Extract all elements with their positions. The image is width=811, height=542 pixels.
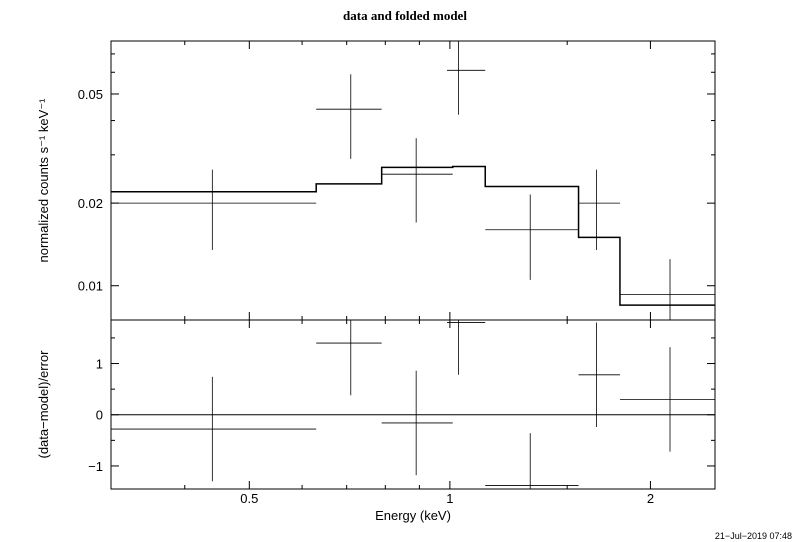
bottom-panel: −1 0 1 (data−model)/error 0.5 1 2: [36, 319, 716, 506]
x-tick-label: 0.5: [240, 491, 258, 506]
bottom-data-point: [381, 370, 453, 476]
bottom-y-axis-label: (data−model)/error: [36, 350, 51, 459]
model-histogram: [111, 165, 715, 306]
top-plot-frame: [110, 40, 716, 321]
top-data-point: [111, 169, 317, 250]
chart-title: data and folded model: [343, 8, 467, 23]
top-y-tick-label: 0.02: [78, 196, 103, 211]
bottom-y-tick-label: 0: [96, 408, 103, 423]
top-y-axis-label: normalized counts s⁻¹ keV⁻¹: [36, 98, 51, 263]
bottom-data-point: [316, 320, 382, 396]
bottom-y-tick-label: 1: [96, 357, 103, 372]
x-tick-label: 1: [446, 491, 453, 506]
top-data-point: [316, 74, 382, 159]
top-data-point: [381, 138, 453, 223]
top-y-tick-label: 0.01: [78, 279, 103, 294]
bottom-data-point: [485, 433, 579, 489]
x-tick-label: 2: [647, 491, 654, 506]
bottom-plot-frame: [110, 319, 716, 490]
bottom-y-tick-label: −1: [88, 459, 103, 474]
top-data-point: [446, 41, 486, 115]
top-data-point: [485, 194, 579, 280]
top-data-point: [578, 169, 620, 250]
bottom-data-point: [446, 320, 486, 375]
bottom-data-point: [111, 376, 317, 482]
bottom-data-point: [619, 347, 715, 452]
timestamp: 21−Jul−2019 07:48: [715, 531, 792, 541]
bottom-data-point: [578, 322, 620, 428]
top-y-tick-label: 0.05: [78, 87, 103, 102]
top-panel: 0.01 0.02 0.05 normalized counts s⁻¹ keV⁻¹: [36, 40, 716, 321]
x-axis-label: Energy (keV): [375, 508, 451, 523]
top-data-point: [619, 259, 715, 320]
